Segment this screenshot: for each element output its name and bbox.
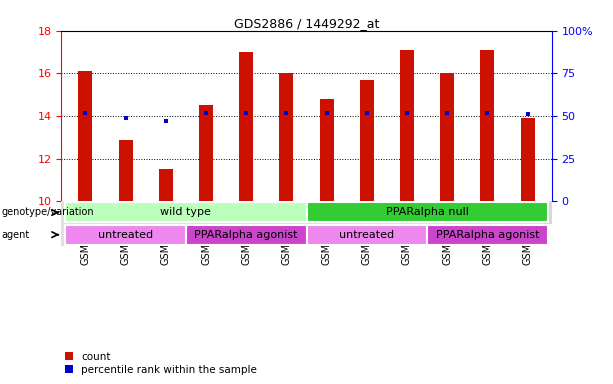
Title: GDS2886 / 1449292_at: GDS2886 / 1449292_at — [234, 17, 379, 30]
Text: untreated: untreated — [98, 230, 153, 240]
Bar — [360, 80, 374, 201]
Bar — [400, 50, 414, 201]
Bar — [306, 225, 427, 245]
Text: genotype/variation: genotype/variation — [1, 207, 94, 217]
Bar — [159, 169, 173, 201]
Bar — [199, 105, 213, 201]
Bar — [186, 225, 306, 245]
Bar — [66, 225, 186, 245]
Bar — [78, 71, 93, 201]
Bar — [306, 202, 547, 222]
Legend: count, percentile rank within the sample: count, percentile rank within the sample — [60, 348, 261, 379]
Bar — [118, 139, 132, 201]
Text: PPARalpha agonist: PPARalpha agonist — [436, 230, 539, 240]
Bar — [239, 52, 253, 201]
Bar — [481, 50, 495, 201]
Text: agent: agent — [1, 230, 29, 240]
Bar — [440, 73, 454, 201]
Bar — [319, 99, 333, 201]
Bar — [427, 225, 547, 245]
Bar — [520, 118, 535, 201]
Text: PPARalpha null: PPARalpha null — [386, 207, 468, 217]
Bar — [280, 73, 294, 201]
Text: untreated: untreated — [339, 230, 394, 240]
Bar — [66, 202, 306, 222]
Text: PPARalpha agonist: PPARalpha agonist — [194, 230, 298, 240]
Text: wild type: wild type — [161, 207, 211, 217]
